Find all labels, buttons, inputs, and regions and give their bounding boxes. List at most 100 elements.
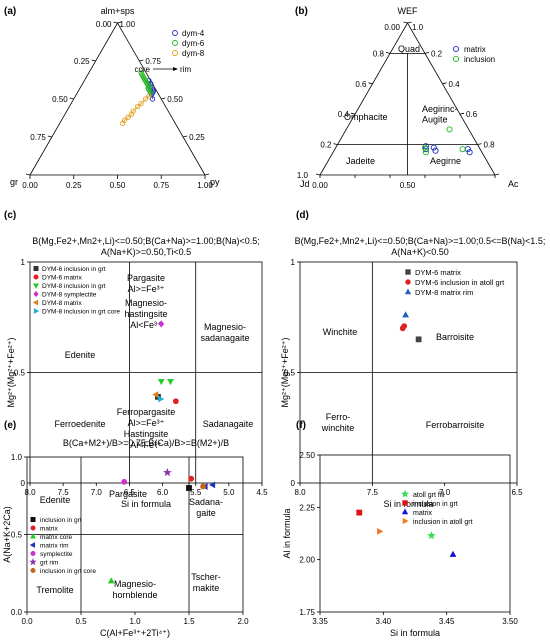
- point-dym-8-matrix: [152, 391, 159, 398]
- tick-left: [368, 82, 373, 85]
- x-axis-label: Si in formula: [121, 499, 171, 509]
- field-label-magnesio-hastingsite: Magnesio-hastingsite Al<Fe³⁺: [124, 298, 167, 330]
- point-dym-8: [128, 111, 135, 117]
- point-dym-8-symplectite: [158, 320, 165, 328]
- field-label-edenite: Edenite: [40, 495, 71, 505]
- annotation-core: core: [134, 65, 150, 74]
- tick-right: [204, 173, 210, 176]
- legend-marker-inclusion-in-grt: [30, 516, 36, 522]
- legend-marker-dym-8-matrix: [32, 299, 39, 306]
- field-label-aegirine: Aegirne: [430, 156, 461, 166]
- legend-marker-dym-8-inclusion-in-grt-core: [33, 308, 40, 314]
- tick-left: [385, 52, 391, 54]
- field-label-quad: Quad: [398, 44, 420, 54]
- field-label-ferroedenite: Ferroedenite: [54, 419, 105, 429]
- x-tick-label: 7.0: [91, 488, 103, 497]
- field-label-aegirine-augite: Aegirinc-Augite: [422, 104, 458, 124]
- tick-label-right: 0.2: [431, 49, 443, 58]
- x-tick-label: 3.35: [312, 617, 328, 626]
- legend-label-dym-8-matrix-rim: DYM-8 matrix rim: [415, 288, 473, 297]
- tick-label-right: 0.25: [189, 133, 205, 142]
- tick-left: [113, 21, 118, 24]
- point-dym-6-matrix: [415, 336, 422, 343]
- x-axis-label: Si in formula: [390, 628, 440, 638]
- legend-marker-dym-8: [172, 50, 178, 56]
- field-label-sadanagaite: Sadanagaite: [203, 419, 254, 429]
- legend-label-matrix: matrix: [40, 526, 58, 533]
- tick-label-left: 0.8: [373, 49, 385, 58]
- y-tick-label: 0.5: [11, 531, 23, 540]
- legend-marker-dym-4: [172, 30, 178, 36]
- x-tick-label: 1.0: [129, 617, 141, 626]
- tick-left: [333, 143, 338, 145]
- field-label-pargasite: Pargasite Al>=Fe³⁺: [127, 273, 165, 294]
- legend-marker-matrix: [452, 45, 460, 53]
- field-label-magnesio-hornblende: Magnesio-hornblende: [112, 579, 157, 600]
- tick-left: [91, 59, 96, 62]
- tick-right: [407, 21, 412, 24]
- tick-left: [350, 112, 356, 115]
- x-tick-label: 3.45: [439, 617, 455, 626]
- tick-right: [424, 52, 430, 54]
- apex-label-right: Ac: [508, 179, 519, 189]
- legend-marker-grt-rim: [29, 558, 37, 566]
- y-tick-label: 1: [291, 258, 296, 267]
- panel-label: (a): [4, 6, 16, 17]
- field-label-winchite: Winchite: [323, 327, 358, 337]
- point-dym-8: [134, 103, 141, 110]
- point-inclusion-in-grt: [186, 485, 192, 491]
- point-matrix: [449, 550, 457, 557]
- point-inclusion: [459, 146, 466, 153]
- field-label-ferropargasite: Ferropargasite Al>=Fe³⁺ Hastingsite Al<Fe³⁺: [117, 407, 176, 450]
- legend-marker-matrix: [401, 508, 409, 515]
- point-inclusion-in-grt: [356, 509, 363, 516]
- tick-label-right: 0.4: [449, 80, 461, 89]
- y-tick-label: 1: [21, 258, 26, 267]
- tick-right: [442, 82, 447, 85]
- point-dym-8-inclusion-in-grt-core: [158, 395, 165, 403]
- tick-label-top: 1.00: [120, 20, 136, 29]
- point-dym-4: [149, 96, 156, 102]
- legend-marker-dym-8-matrix-rim: [404, 288, 412, 295]
- field-label-omphacite: Omphacite: [344, 112, 388, 122]
- tick-right: [459, 112, 465, 115]
- x-tick-label: 6.0: [157, 488, 169, 497]
- point-grt-rim: [163, 468, 172, 477]
- point-dym-8: [120, 120, 126, 126]
- tick-label-top-left: 0.00: [96, 20, 112, 29]
- plot-frame: [319, 454, 511, 613]
- legend-label-dym-8-inclusion-in-grt: DYM-8 inclusion in grt: [42, 283, 106, 290]
- tick-right: [139, 59, 144, 62]
- field-label-ferro-winchite: Ferro-winchite: [321, 412, 355, 433]
- chart-title: B(Mg,Fe2+,Mn2+,Li)<=0.50;B(Ca+Na)>=1.00;…: [295, 236, 546, 257]
- point-inclusion-in-atoll-grt: [377, 528, 384, 535]
- annotation-rim: rim: [180, 65, 191, 74]
- point-matrix-rim: [209, 481, 216, 489]
- tick-label-right: 0.50: [167, 95, 183, 104]
- point-matrix: [188, 475, 195, 482]
- legend-marker-dym-6-matrix: [33, 274, 39, 280]
- legend-marker-matrix: [30, 525, 36, 531]
- point-dym-8-inclusion-in-grt: [157, 378, 165, 386]
- panel-b-ternary-pyroxene: (b)0.2 0.80.4 0.60.6 0.40.8 0.20.00 0.501.00.…: [295, 6, 519, 190]
- point-dym-8-inclusion-in-grt: [167, 378, 174, 386]
- point-inclusion: [421, 144, 429, 151]
- tick-label-left: 0.4: [338, 110, 350, 119]
- y-axis-label: Mg²⁺(Mg²⁺+Fe²⁺): [280, 337, 290, 407]
- x-tick-label: 5.5: [190, 488, 202, 497]
- x-tick-label: 0.5: [75, 617, 87, 626]
- point-dym-8-matrix-rim: [402, 311, 409, 318]
- tick-right: [477, 143, 482, 145]
- point-dym-8: [125, 114, 131, 120]
- legend-label-grt-rim: grt rim: [40, 560, 58, 567]
- panel-label: (f): [296, 420, 306, 431]
- y-tick-label: 1.0: [11, 453, 23, 462]
- legend-label-dym-6: dym-6: [182, 39, 205, 48]
- panel-d-amphibole-sodic-calcic: 8.0 7.5 7.0 6.5 0 0.5 1 Si in formula Mg²⁺(Mg²⁺+…: [280, 210, 545, 509]
- field-label-jadeite: Jadeite: [346, 156, 375, 166]
- panel-c-amphibole-calcic: 8.0 7.5 7.0 6.5 6.0 5.5 5.0 4.5 0 0.5 1 Si in formu…: [4, 210, 268, 509]
- legend-marker-inclusion-in-grt: [402, 500, 408, 506]
- panel-f-al-vs-si: 3.35 3.40 3.45 3.50 1.75 2.00 2.25 2.50 Si in fo…: [282, 420, 518, 638]
- tick-label-left-corner: 1.0: [297, 171, 309, 180]
